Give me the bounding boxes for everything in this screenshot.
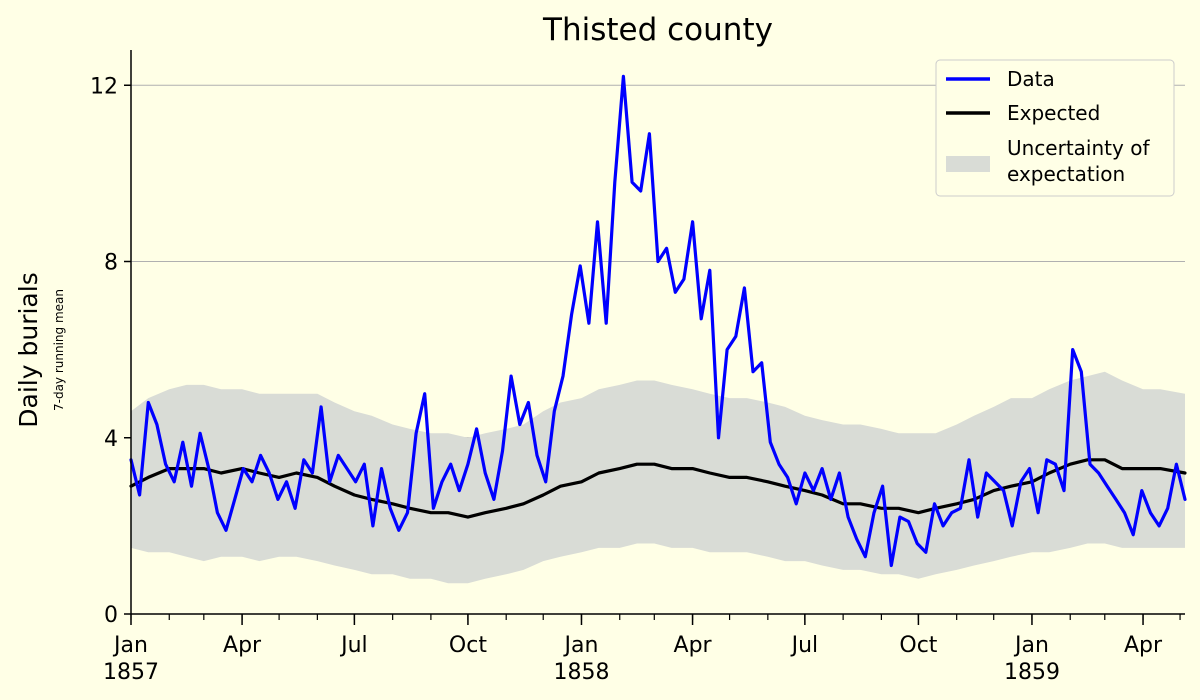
- x-tick-year-0: 1857: [103, 660, 159, 685]
- uncertainty-band: [131, 371, 1185, 584]
- x-tick-label-9: Apr: [1124, 633, 1163, 658]
- legend-box: [935, 59, 1175, 197]
- x-tick-label-5: Apr: [674, 633, 713, 658]
- y-tick-label-8: 8: [104, 251, 118, 276]
- y-axis-label: Daily burials: [14, 272, 43, 427]
- y-axis-label-group: Daily burials 7-day running mean: [14, 272, 66, 427]
- legend-label-band: Uncertainty of: [1007, 136, 1150, 160]
- x-tick-year-4: 1858: [553, 660, 609, 685]
- legend-swatch-band: [946, 156, 990, 172]
- legend-label-data: Data: [1007, 67, 1055, 91]
- x-tick-label-3: Oct: [449, 633, 487, 658]
- x-tick-label-7: Oct: [899, 633, 937, 658]
- x-tick-label-4: Jan: [563, 633, 599, 658]
- legend-label-band-line2: expectation: [1007, 162, 1125, 186]
- y-tick-label-0: 0: [104, 603, 118, 628]
- expected-series-layer: [129, 458, 1187, 519]
- x-tick-label-0: Jan: [112, 633, 148, 658]
- chart-title: Thisted county: [542, 12, 773, 48]
- y-tick-label-12: 12: [90, 74, 118, 99]
- x-tick-label-8: Jan: [1013, 633, 1049, 658]
- x-tick-label-1: Apr: [223, 633, 262, 658]
- uncertainty-band-layer: [131, 371, 1185, 584]
- y-tick-label-4: 4: [104, 427, 118, 452]
- legend: Data Expected Uncertainty of expectation: [935, 59, 1175, 197]
- x-tick-year-8: 1859: [1004, 660, 1060, 685]
- expected-line: [129, 458, 1187, 519]
- data-series-layer: [129, 74, 1187, 568]
- legend-label-expected: Expected: [1007, 101, 1100, 125]
- x-tick-label-2: Jul: [339, 633, 368, 658]
- data-line: [129, 74, 1187, 568]
- y-axis-sublabel: 7-day running mean: [52, 289, 66, 411]
- x-tick-label-6: Jul: [790, 633, 819, 658]
